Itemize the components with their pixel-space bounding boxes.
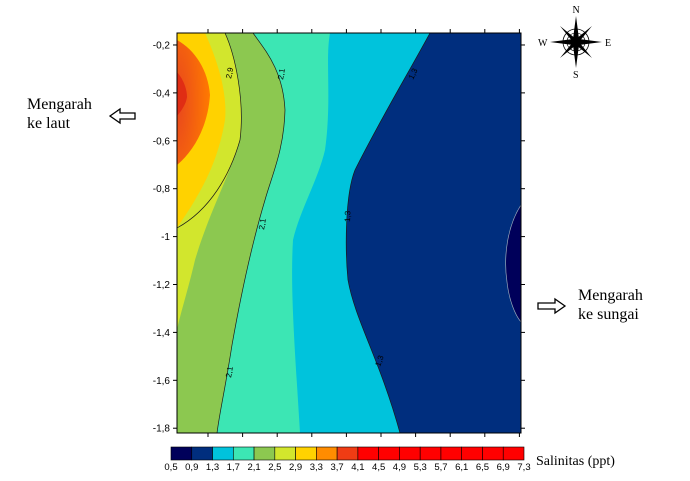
- label-toward-sea: Mengarah ke laut: [27, 96, 92, 132]
- contour-line-2-9: [177, 33, 242, 229]
- colorbar-swatch: [170, 446, 193, 461]
- colorbar-tick-label: 4,1: [351, 462, 364, 473]
- contour-labels: 2,9 2,1 2,1 2,1 1,3 1,3 1,3: [224, 66, 420, 378]
- colorbar-swatch: [357, 446, 379, 461]
- colorbar-tick-label: 4,5: [372, 462, 385, 473]
- colorbar-title: Salinitas (ppt): [536, 454, 615, 469]
- y-tick-label: -1,2: [153, 280, 171, 291]
- compass-n: N: [573, 5, 580, 16]
- contour-lines: [177, 33, 521, 433]
- y-tick-label: -1,4: [153, 328, 171, 339]
- contour-line-0-9: [505, 204, 521, 323]
- colorbar-tick-label: 0,5: [164, 462, 177, 473]
- band-3-3-3-7: [177, 40, 210, 165]
- colorbar-tick-label: 5,7: [434, 462, 447, 473]
- colorbar-swatch: [440, 446, 463, 461]
- compass-rose-icon: N S E W: [538, 5, 611, 81]
- colorbar-swatch: [274, 446, 296, 461]
- contour-label: 1,3: [407, 66, 420, 80]
- contour-label: 1,3: [343, 210, 352, 222]
- y-tick-label: -1,8: [153, 424, 171, 435]
- colorbar-tick-label: 0,9: [185, 462, 198, 473]
- colorbar-tick-label: 7,3: [517, 462, 530, 473]
- colorbar-swatch: [191, 446, 213, 461]
- compass-e: E: [605, 38, 611, 49]
- label-toward-river: Mengarah ke sungai: [578, 287, 643, 323]
- colorbar-tick-label: 2,1: [247, 462, 260, 473]
- compass-s: S: [573, 70, 579, 81]
- y-axis: -0,2 -0,4 -0,6 -0,8 -1 -1,2 -1,4 -1,6 -1,8: [153, 40, 525, 435]
- plot-frame: [176, 32, 522, 434]
- contour-label: 2,9: [224, 66, 235, 79]
- contour-line-1-3: [345, 33, 431, 433]
- colorbar-tick-label: 6,5: [476, 462, 489, 473]
- band-0-5-0-9: [505, 205, 521, 322]
- colorbar-swatch: [419, 446, 442, 461]
- contour-label: 2,1: [257, 217, 268, 230]
- y-tick-label: -0,8: [153, 184, 171, 195]
- band-3-7-4-1: [177, 72, 187, 116]
- colorbar-swatch: [295, 446, 317, 461]
- contour-label: 2,1: [276, 67, 287, 80]
- colorbar-swatch: [253, 446, 276, 461]
- y-tick-label: -0,4: [153, 88, 171, 99]
- contour-fill: [177, 33, 521, 433]
- colorbar-tick-label: 5,3: [414, 462, 427, 473]
- colorbar-swatch: [461, 446, 483, 461]
- contour-line-2-1: [216, 33, 286, 433]
- colorbar-tick-label: 3,3: [310, 462, 323, 473]
- contour-label: 1,3: [373, 354, 385, 368]
- arrow-left-icon: [108, 107, 136, 125]
- x-axis-ticks: [207, 29, 520, 437]
- y-tick-label: -0,6: [153, 136, 171, 147]
- colorbar-swatch: [336, 446, 359, 461]
- colorbar-swatch: [212, 446, 234, 461]
- colorbar-swatch: [502, 446, 525, 461]
- colorbar-tick-label: 4,9: [393, 462, 406, 473]
- colorbar-tick-label: 6,9: [497, 462, 510, 473]
- colorbar-swatch: [378, 446, 400, 461]
- compass-w: W: [538, 38, 548, 49]
- colorbar-swatch: [482, 446, 504, 461]
- y-tick-label: -0,2: [153, 40, 171, 51]
- y-tick-label: -1,6: [153, 376, 171, 387]
- colorbar: 0,5 0,9 1,3 1,7 2,1 2,5 2,9 3,3 3,7 4,1 4,5 4,9 5,3 5…: [164, 446, 531, 473]
- colorbar-swatch: [232, 446, 255, 461]
- contour-label: 2,1: [224, 365, 235, 378]
- colorbar-tick-label: 2,5: [268, 462, 281, 473]
- colorbar-swatch: [399, 446, 421, 461]
- colorbar-tick-label: 3,7: [331, 462, 344, 473]
- colorbar-tick-label: 1,7: [227, 462, 240, 473]
- y-tick-label: -1: [161, 232, 170, 243]
- colorbar-swatch: [316, 446, 338, 461]
- arrow-right-icon: [537, 297, 567, 315]
- colorbar-tick-label: 2,9: [289, 462, 302, 473]
- colorbar-tick-label: 1,3: [206, 462, 219, 473]
- colorbar-tick-label: 6,1: [455, 462, 468, 473]
